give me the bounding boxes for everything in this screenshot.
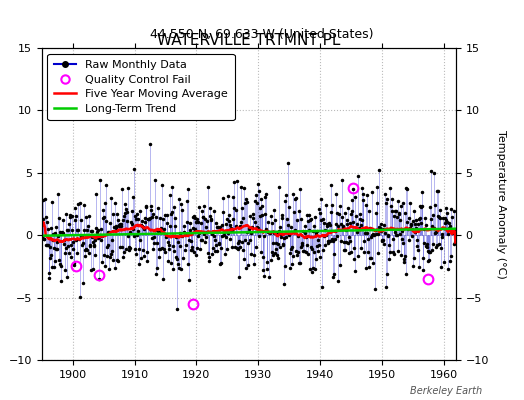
Text: Berkeley Earth: Berkeley Earth: [410, 386, 482, 396]
Text: 44.550 N, 69.633 W (United States): 44.550 N, 69.633 W (United States): [150, 28, 374, 41]
Legend: Raw Monthly Data, Quality Control Fail, Five Year Moving Average, Long-Term Tren: Raw Monthly Data, Quality Control Fail, …: [48, 54, 235, 120]
Y-axis label: Temperature Anomaly (°C): Temperature Anomaly (°C): [496, 130, 506, 278]
Title: WATERVILLE TRTMNT PL: WATERVILLE TRTMNT PL: [157, 33, 341, 48]
